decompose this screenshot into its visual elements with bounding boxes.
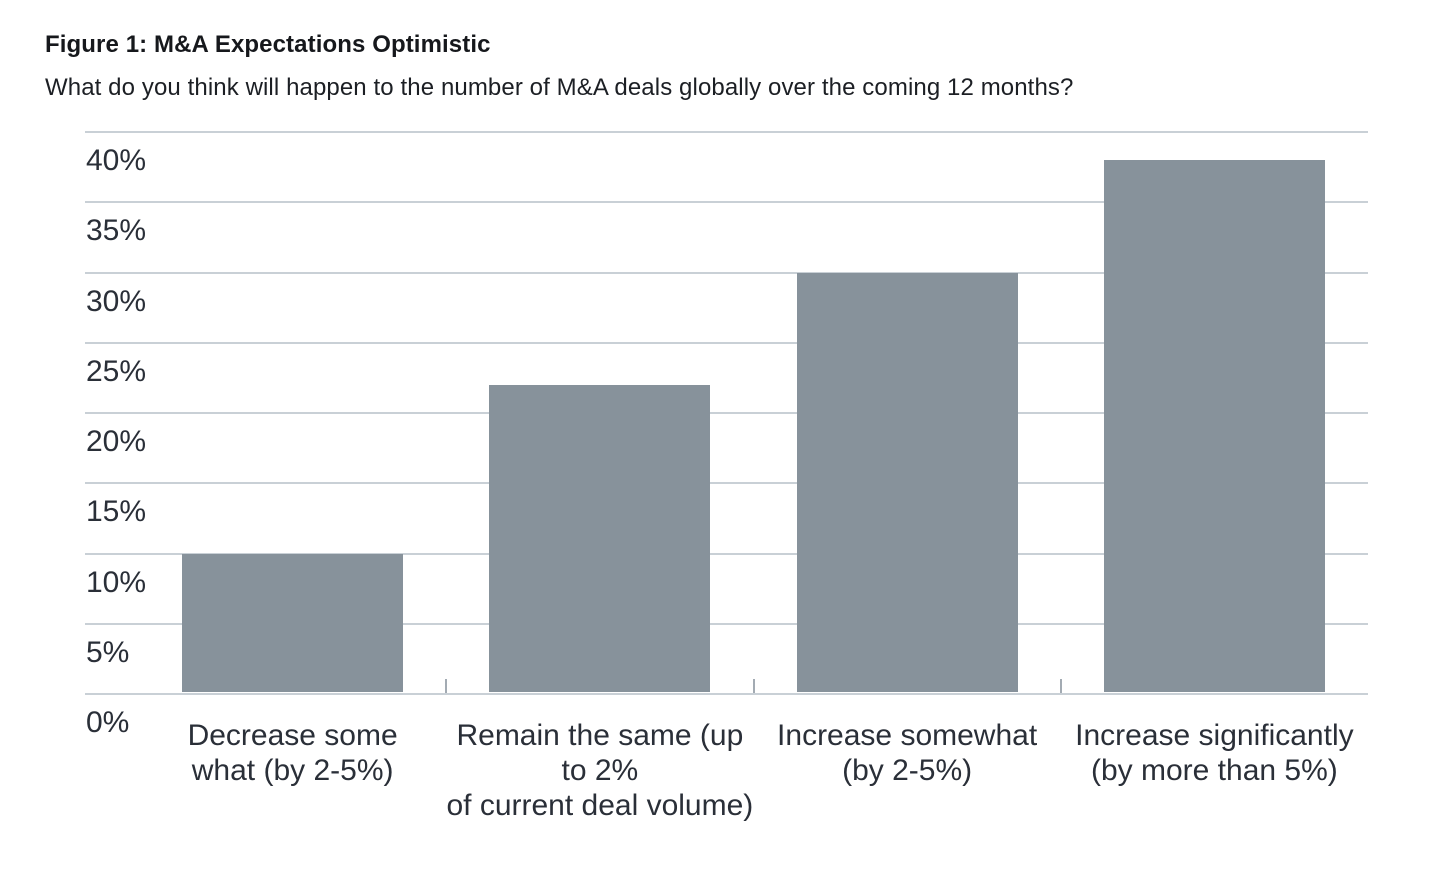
figure-title: Figure 1: M&A Expectations Optimistic	[45, 31, 491, 58]
y-axis-tick-label-20: 20%	[86, 425, 147, 458]
figure-subtitle: What do you think will happen to the num…	[45, 74, 1074, 101]
gridline-0	[85, 693, 1368, 695]
y-axis-tick-label-0: 0%	[86, 706, 130, 739]
y-axis-tick-label-15: 15%	[86, 495, 147, 529]
gridline-30	[85, 271, 1368, 274]
bar-remain-the-same	[489, 384, 711, 692]
y-axis-tick-label-35: 35%	[86, 214, 147, 248]
gridline-5	[85, 622, 1368, 625]
x-axis-tick-3	[1059, 679, 1062, 693]
gridline-40	[85, 131, 1368, 133]
bar-decrease-somewhat	[182, 553, 404, 692]
bar-increase-somewhat	[796, 272, 1018, 692]
bar-increase-significantly	[1103, 160, 1325, 692]
gridline-25	[85, 341, 1368, 344]
y-axis-tick-label-25: 25%	[86, 354, 147, 388]
x-category-label-decrease-somewhat: Decrease some what (by 2-5%)	[187, 719, 398, 787]
gridline-10	[85, 552, 1368, 555]
gridline-15	[85, 482, 1368, 485]
x-category-label-increase-somewhat: Increase somewhat (by 2-5%)	[777, 719, 1038, 787]
x-axis-tick-2	[752, 679, 755, 693]
x-axis-tick-1	[445, 679, 448, 693]
y-axis-tick-label-10: 10%	[86, 565, 147, 599]
y-axis-tick-label-30: 30%	[86, 284, 147, 318]
gridline-35	[85, 201, 1368, 204]
y-axis-tick-label-5: 5%	[86, 635, 130, 669]
bar-chart-plot-area: 0% 5% 10% 15% 20% 25% 30% 35% 40% Decrease some w…	[85, 131, 1368, 822]
y-axis-tick-label-40: 40%	[86, 144, 147, 177]
gridline-20	[85, 412, 1368, 414]
x-category-label-remain-the-same: Remain the same (up to 2% of current dea…	[446, 719, 754, 822]
x-category-label-increase-significantly: Increase significantly (by more than 5%)	[1075, 719, 1354, 787]
